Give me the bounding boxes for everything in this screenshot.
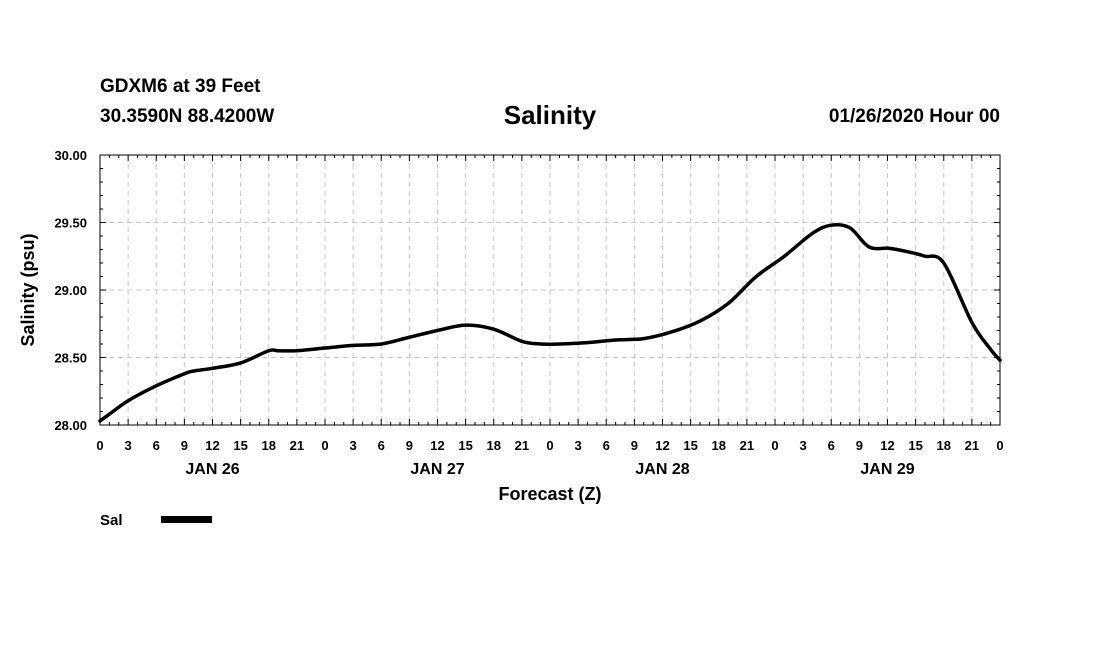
legend-label-sal: Sal: [100, 512, 123, 529]
forecast-run-time: 01/26/2020 Hour 00: [828, 106, 1000, 127]
x-tick-label: 6: [378, 438, 385, 453]
plot-frame: [99, 154, 1001, 426]
day-label: JAN 28: [635, 461, 689, 478]
x-tick-label: 9: [631, 438, 638, 453]
series-line-sal: [98, 222, 1002, 423]
x-tick-label: 9: [856, 438, 863, 453]
x-tick-label: 15: [233, 438, 247, 453]
x-tick-label: 18: [262, 438, 276, 453]
y-tick-label: 30.00: [54, 148, 87, 163]
y-tick-label: 28.50: [54, 351, 87, 366]
x-tick-label: 6: [828, 438, 835, 453]
x-tick-label: 9: [181, 438, 188, 453]
day-label: JAN 26: [185, 461, 239, 478]
chart-title: Salinity: [503, 100, 597, 130]
station-label: GDXM6 at 39 Feet: [100, 76, 261, 97]
x-tick-label: 0: [996, 438, 1003, 453]
x-tick-label: 3: [350, 438, 357, 453]
grid-lines: [100, 155, 1000, 425]
y-tick-label: 29.00: [54, 283, 87, 298]
x-tick-label: 15: [458, 438, 472, 453]
x-tick-label: 12: [430, 438, 444, 453]
x-axis-title: Forecast (Z): [498, 484, 601, 504]
x-tick-label: 9: [406, 438, 413, 453]
x-tick-label: 6: [603, 438, 610, 453]
coordinates-label: 30.3590N 88.4200W: [100, 106, 275, 127]
x-tick-label: 18: [937, 438, 951, 453]
x-tick-label: 21: [965, 438, 979, 453]
x-tick-label: 15: [908, 438, 922, 453]
x-tick-label: 18: [487, 438, 501, 453]
x-tick-label: 3: [575, 438, 582, 453]
x-tick-label: 21: [515, 438, 529, 453]
x-tick-label: 18: [712, 438, 726, 453]
legend-swatch-sal: [161, 516, 212, 523]
x-tick-label: 12: [880, 438, 894, 453]
x-tick-label: 0: [771, 438, 778, 453]
x-tick-label: 0: [546, 438, 553, 453]
x-tick-label: 12: [205, 438, 219, 453]
series-layer: [98, 222, 1002, 423]
y-tick-label: 28.00: [54, 418, 87, 433]
y-axis-title: Salinity (psu): [18, 233, 38, 346]
x-tick-label: 12: [655, 438, 669, 453]
x-tick-label: 21: [740, 438, 754, 453]
x-tick-label: 0: [96, 438, 103, 453]
x-tick-label: 6: [153, 438, 160, 453]
legend: Sal: [100, 512, 212, 529]
x-tick-label: 15: [683, 438, 697, 453]
x-tick-labels: 0 3 6 9 12 15 18 21 0 3 6 9 12 15 18 21 0 3 6 9 12 15 18 21 0 3 6 9…: [96, 438, 1003, 453]
x-tick-label: 3: [800, 438, 807, 453]
day-label: JAN 27: [410, 461, 464, 478]
day-labels: JAN 26 JAN 27 JAN 28 JAN 29: [185, 461, 914, 478]
y-tick-labels: 28.00 28.50 29.00 29.50 30.00: [54, 148, 87, 433]
x-tick-label: 21: [290, 438, 304, 453]
x-tick-label: 3: [125, 438, 132, 453]
x-tick-label: 0: [321, 438, 328, 453]
day-label: JAN 29: [860, 461, 914, 478]
y-tick-label: 29.50: [54, 216, 87, 231]
